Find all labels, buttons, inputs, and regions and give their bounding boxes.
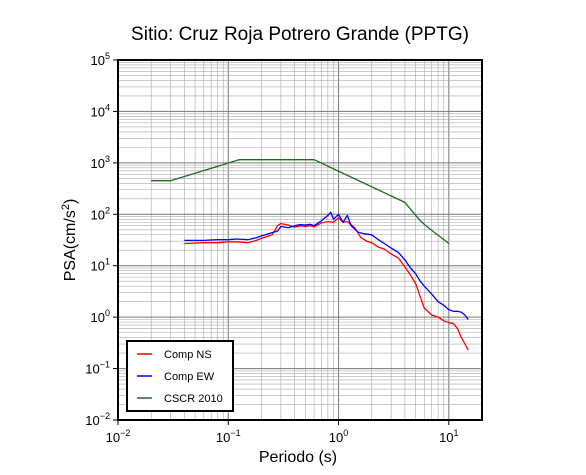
plot-frame <box>117 59 483 421</box>
x-tick-label: 100 <box>329 428 348 445</box>
legend: Comp NS Comp EW CSCR 2010 <box>126 340 234 412</box>
grid <box>117 60 483 421</box>
x-tick-label: 101 <box>439 428 458 445</box>
series-line-comp-ew <box>184 211 469 320</box>
y-tick-label: 100 <box>91 308 110 325</box>
y-axis-label: PSA(cm/s2) <box>60 199 79 282</box>
legend-label-ns: Comp NS <box>164 349 212 361</box>
y-tick-label: 102 <box>91 205 110 222</box>
y-axis-label-sup: 2 <box>60 204 72 210</box>
y-tick-labels: 10−2 10−1 100 101 102 103 104 105 <box>85 51 118 428</box>
series-layer <box>151 159 469 351</box>
legend-label-ew: Comp EW <box>164 371 215 383</box>
y-tick-label: 105 <box>91 51 110 68</box>
y-tick-label: 104 <box>91 102 110 119</box>
x-tick-labels: 10−2 10−1 100 101 <box>106 420 459 445</box>
series-line-cscr-2010 <box>151 159 450 245</box>
y-axis-label-main: PSA(cm/s <box>62 210 79 281</box>
y-tick-label: 10−2 <box>85 411 110 428</box>
chart-title: Sitio: Cruz Roja Potrero Grande (PPTG) <box>131 24 469 45</box>
x-tick-label: 10−2 <box>106 428 131 445</box>
legend-label-cscr: CSCR 2010 <box>164 393 223 405</box>
y-axis-label-close: ) <box>62 199 79 204</box>
y-tick-label: 101 <box>91 257 110 274</box>
y-tick-label: 10−1 <box>85 360 110 377</box>
x-axis-label: Periodo (s) <box>259 449 337 466</box>
y-tick-label: 103 <box>91 154 110 171</box>
x-tick-label: 10−1 <box>216 428 241 445</box>
series-line-comp-ns <box>184 217 469 351</box>
